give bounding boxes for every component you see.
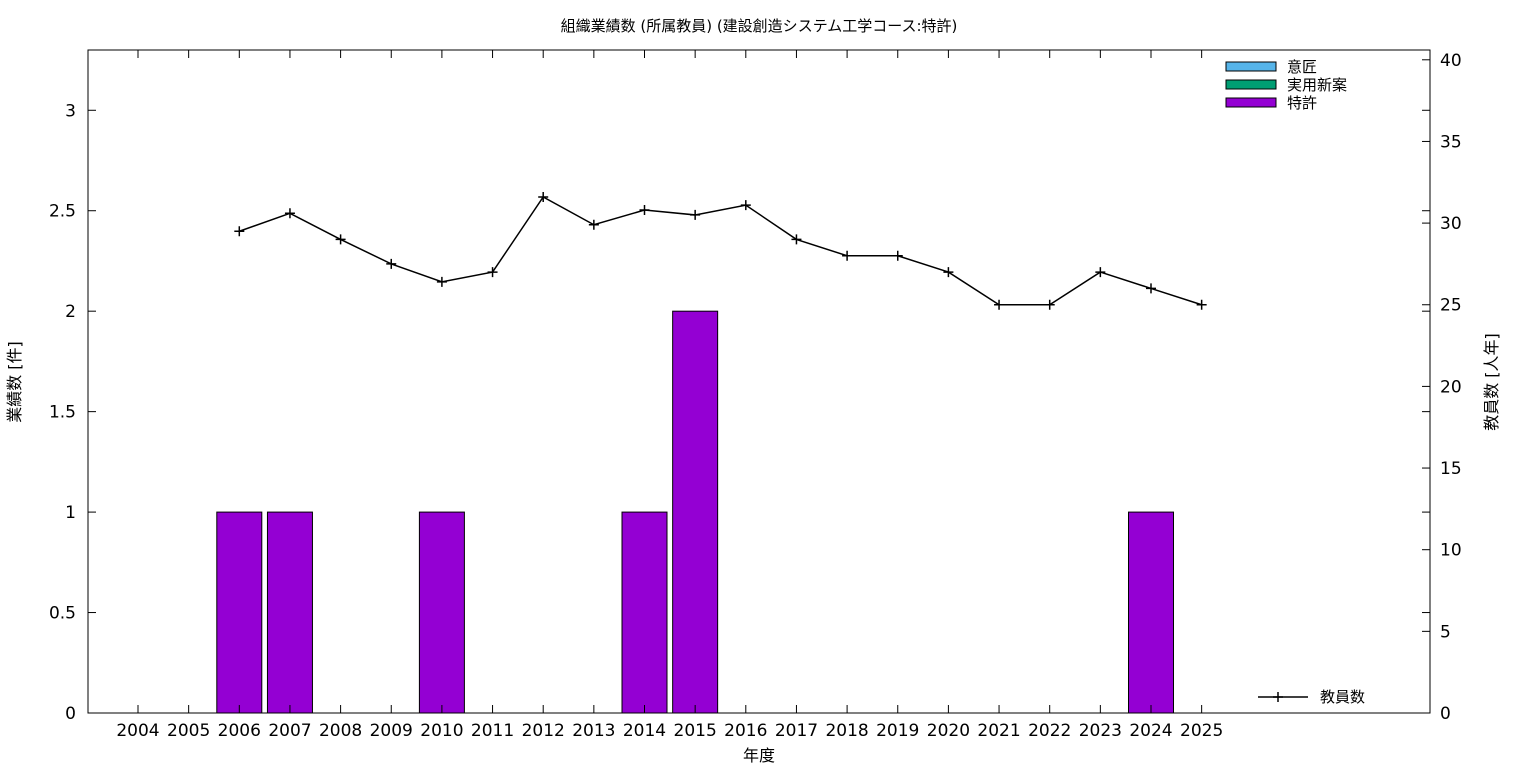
line-point	[740, 200, 751, 211]
line-series-教員数	[239, 195, 1202, 306]
line-point	[386, 258, 397, 269]
bar-2007	[266, 511, 313, 714]
x-tick-label: 2015	[674, 721, 717, 741]
y2-tick-label: 30	[1440, 214, 1462, 234]
line-point	[234, 226, 245, 237]
x-axis-label: 年度	[743, 746, 775, 765]
x-tick-label: 2007	[268, 721, 311, 741]
line-point	[943, 267, 954, 278]
y2-tick-label: 5	[1440, 622, 1451, 642]
legend-label: 教員数	[1320, 688, 1365, 706]
x-tick-label: 2019	[876, 721, 919, 741]
x-tick-label: 2020	[927, 721, 970, 741]
line-point	[284, 208, 295, 219]
bar-2006	[216, 511, 263, 714]
y2-tick-label: 35	[1440, 132, 1462, 152]
y2-axis-label: 教員数 [人年]	[1482, 333, 1501, 431]
x-tick-label: 2016	[724, 721, 767, 741]
line-point	[538, 191, 549, 202]
line-point	[791, 234, 802, 245]
x-tick-label: 2010	[420, 721, 463, 741]
x-tick-label: 2013	[572, 721, 615, 741]
y-axis-label: 業績数 [件]	[5, 341, 24, 423]
x-tick-label: 2023	[1079, 721, 1122, 741]
y2-tick-label: 25	[1440, 296, 1462, 316]
x-tick-label: 2008	[319, 721, 362, 741]
bar-2010	[418, 511, 465, 714]
y-tick-label: 0.5	[49, 604, 76, 624]
x-tick-label: 2006	[218, 721, 261, 741]
line-point	[994, 299, 1005, 310]
legend-label: 実用新案	[1287, 76, 1347, 94]
legend-swatch-実用新案	[1225, 79, 1277, 90]
legend-label: 特許	[1287, 94, 1317, 112]
bar-2015	[672, 310, 719, 714]
line-point	[892, 250, 903, 261]
line-point	[639, 205, 650, 216]
legend-label: 意匠	[1287, 58, 1317, 76]
y-tick-label: 0	[65, 704, 76, 724]
line-point	[1095, 267, 1106, 278]
y-tick-label: 3	[65, 101, 76, 121]
y2-tick-label: 15	[1440, 459, 1462, 479]
y-tick-label: 1	[65, 503, 76, 523]
line-point	[842, 250, 853, 261]
legend-line-marker	[1273, 692, 1283, 702]
x-tick-label: 2011	[471, 721, 514, 741]
x-tick-label: 2009	[370, 721, 413, 741]
y-tick-label: 2.5	[49, 202, 76, 222]
x-tick-label: 2017	[775, 721, 818, 741]
legend-swatch-特許	[1225, 97, 1277, 108]
plot-frame	[87, 49, 1431, 714]
x-tick-label: 2025	[1180, 721, 1223, 741]
chart-title: 組織業績数 (所属教員) (建設創造システム工学コース:特許)	[561, 17, 958, 35]
line-point	[335, 234, 346, 245]
bar-2024	[1128, 511, 1174, 714]
x-tick-label: 2024	[1129, 721, 1172, 741]
y-tick-label: 2	[65, 302, 76, 322]
line-point	[487, 267, 498, 278]
x-tick-label: 2005	[167, 721, 210, 741]
y-tick-label: 1.5	[49, 403, 76, 423]
y2-tick-label: 10	[1440, 541, 1462, 561]
x-tick-label: 2014	[623, 721, 666, 741]
x-tick-label: 2004	[116, 721, 159, 741]
line-point	[436, 276, 447, 287]
y2-tick-label: 40	[1440, 51, 1462, 71]
y2-tick-label: 20	[1440, 377, 1462, 397]
x-tick-label: 2018	[825, 721, 868, 741]
line-point	[1044, 299, 1055, 310]
y2-tick-label: 0	[1440, 704, 1451, 724]
bar-2014	[621, 511, 668, 714]
x-tick-label: 2021	[977, 721, 1020, 741]
x-tick-label: 2022	[1028, 721, 1071, 741]
line-point	[690, 209, 701, 220]
line-point	[1146, 283, 1156, 294]
legend-swatch-意匠	[1225, 61, 1277, 72]
line-point	[588, 219, 599, 230]
x-tick-label: 2012	[522, 721, 565, 741]
line-point	[1196, 299, 1207, 310]
